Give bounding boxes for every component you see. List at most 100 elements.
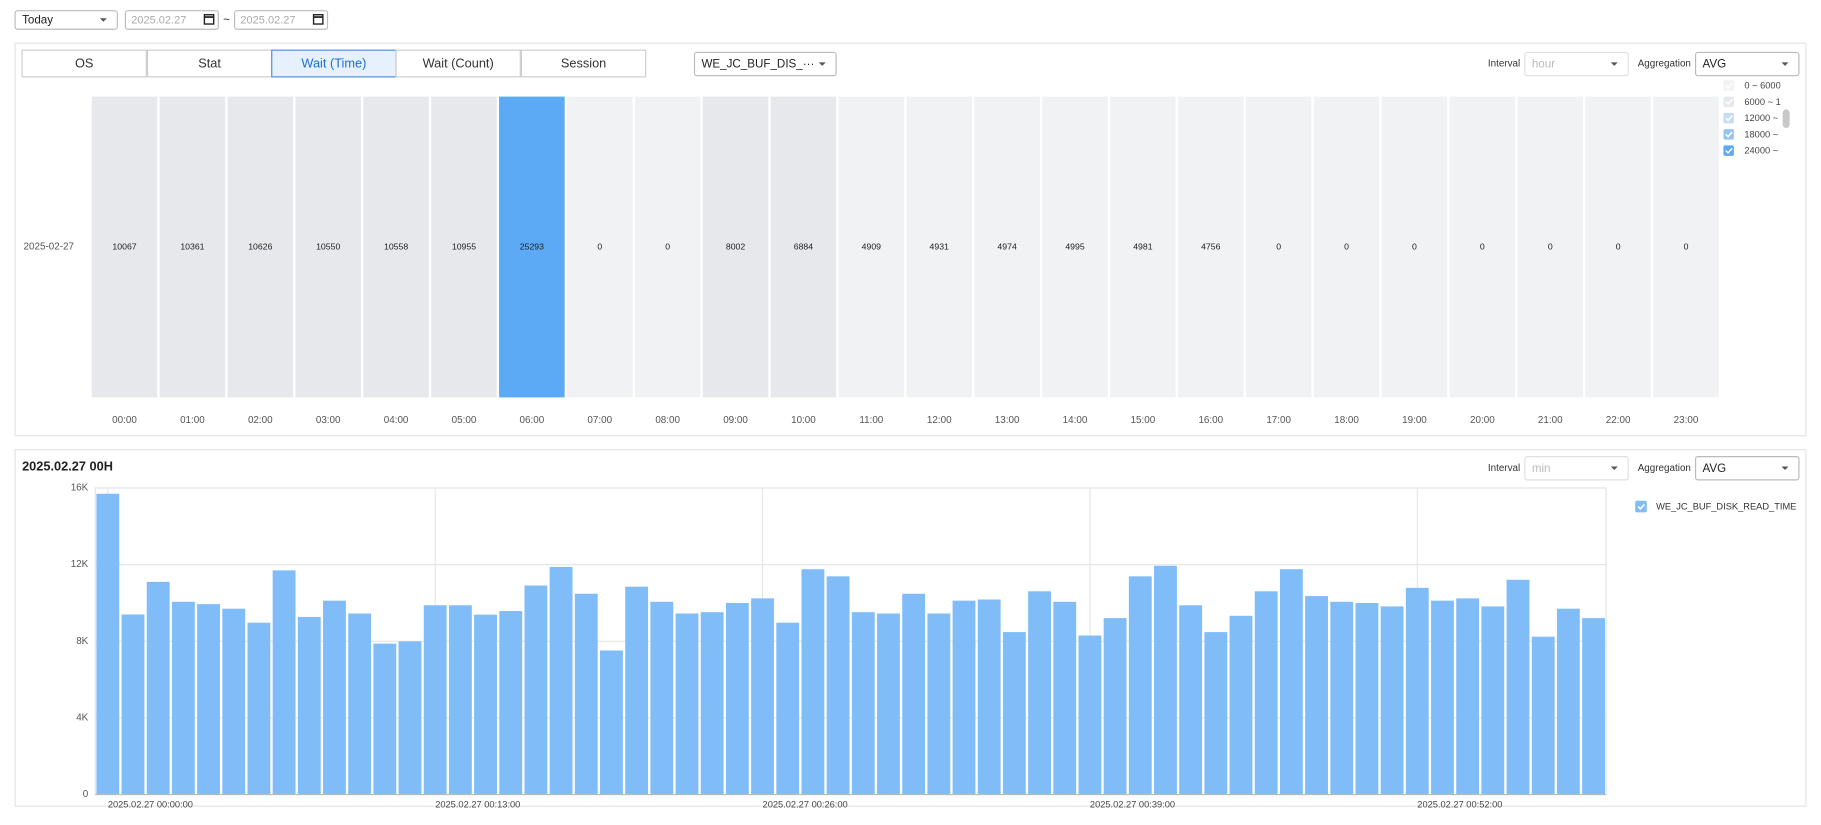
heat-cell[interactable] — [1653, 96, 1719, 398]
bar[interactable] — [1028, 591, 1051, 795]
bar[interactable] — [851, 612, 875, 795]
heat-cell[interactable] — [634, 96, 701, 398]
metric-select[interactable] — [693, 51, 837, 77]
bar[interactable] — [1103, 618, 1127, 795]
bar[interactable] — [1305, 596, 1328, 795]
heat-cell[interactable] — [227, 96, 294, 398]
heat-cell[interactable] — [1449, 96, 1516, 398]
heat-cell[interactable] — [566, 96, 633, 398]
heat-cell[interactable] — [770, 96, 837, 398]
bar[interactable] — [1179, 605, 1203, 795]
heat-cell[interactable] — [838, 96, 905, 398]
tab[interactable] — [395, 49, 521, 78]
heat-cell[interactable] — [159, 96, 226, 398]
bar[interactable] — [877, 613, 900, 795]
bar[interactable] — [197, 604, 220, 795]
heat-cell[interactable] — [1110, 96, 1176, 398]
bar[interactable] — [1481, 606, 1505, 795]
bar[interactable] — [1053, 601, 1077, 795]
bar[interactable] — [952, 600, 976, 795]
tab[interactable] — [271, 49, 397, 78]
legend-checkbox[interactable] — [1723, 112, 1734, 124]
bar[interactable] — [1531, 636, 1555, 795]
bar[interactable] — [1582, 618, 1605, 795]
bar[interactable] — [1279, 569, 1303, 795]
heat-cell[interactable] — [702, 96, 769, 398]
bar[interactable] — [1204, 632, 1228, 795]
legend-checkbox[interactable] — [1723, 96, 1734, 108]
heat-cell[interactable] — [91, 96, 158, 398]
bar[interactable] — [1002, 632, 1026, 795]
bar[interactable] — [1556, 608, 1580, 795]
heat-cell[interactable] — [499, 96, 565, 398]
heat-cell[interactable] — [1177, 96, 1244, 398]
bar[interactable] — [272, 570, 296, 795]
bar[interactable] — [474, 614, 497, 795]
bar[interactable] — [927, 613, 951, 795]
bar[interactable] — [1506, 579, 1530, 795]
bar[interactable] — [222, 608, 246, 795]
tab[interactable] — [146, 49, 273, 78]
date-input[interactable] — [234, 10, 329, 30]
legend-checkbox[interactable] — [1635, 500, 1647, 513]
bar[interactable] — [700, 612, 724, 795]
legend-checkbox[interactable] — [1723, 80, 1734, 91]
bar[interactable] — [499, 611, 523, 795]
bar[interactable] — [574, 593, 598, 795]
bar[interactable] — [801, 569, 825, 795]
bar[interactable] — [725, 602, 749, 795]
bar[interactable] — [1405, 587, 1429, 795]
bar[interactable] — [96, 493, 120, 795]
bar[interactable] — [297, 616, 321, 795]
bar[interactable] — [348, 613, 372, 795]
bar[interactable] — [1330, 601, 1354, 795]
interval-select[interactable] — [1524, 51, 1629, 77]
bar[interactable] — [977, 599, 1001, 795]
bar[interactable] — [675, 613, 699, 795]
legend-scrollbar[interactable] — [1782, 109, 1790, 128]
bar[interactable] — [524, 585, 548, 795]
heat-cell[interactable] — [295, 96, 361, 398]
bar[interactable] — [1078, 635, 1102, 795]
bar[interactable] — [1128, 576, 1152, 795]
date-input[interactable] — [124, 10, 219, 30]
heat-cell[interactable] — [1042, 96, 1108, 398]
period-select[interactable] — [14, 10, 118, 30]
bar[interactable] — [171, 601, 195, 795]
bar[interactable] — [1431, 600, 1454, 795]
aggregation-select[interactable] — [1694, 456, 1800, 481]
heat-cell[interactable] — [363, 96, 429, 398]
bar[interactable] — [146, 581, 170, 795]
heat-cell[interactable] — [906, 96, 973, 398]
bar[interactable] — [1380, 606, 1404, 795]
heat-cell[interactable] — [1585, 96, 1651, 398]
bar[interactable] — [323, 600, 346, 795]
bar[interactable] — [373, 643, 397, 795]
legend-checkbox[interactable] — [1723, 145, 1734, 156]
bar[interactable] — [650, 601, 674, 795]
bar[interactable] — [549, 566, 573, 795]
bar[interactable] — [1456, 598, 1480, 795]
bar[interactable] — [247, 622, 271, 795]
heat-cell[interactable] — [974, 96, 1040, 398]
bar[interactable] — [423, 605, 447, 795]
bar[interactable] — [625, 586, 649, 795]
bar[interactable] — [826, 576, 850, 795]
bar[interactable] — [751, 598, 774, 795]
bar[interactable] — [398, 641, 422, 795]
bar[interactable] — [1229, 615, 1253, 795]
bar[interactable] — [1154, 565, 1177, 795]
bar[interactable] — [448, 605, 472, 795]
heat-cell[interactable] — [1381, 96, 1448, 398]
aggregation-select[interactable] — [1694, 51, 1800, 77]
tab[interactable] — [21, 49, 147, 78]
bar[interactable] — [121, 614, 145, 795]
heat-cell[interactable] — [1517, 96, 1584, 398]
heat-cell[interactable] — [1245, 96, 1312, 398]
interval-select[interactable] — [1524, 456, 1629, 481]
legend-checkbox[interactable] — [1723, 129, 1734, 140]
tab[interactable] — [520, 49, 647, 78]
bar[interactable] — [600, 650, 623, 795]
bar[interactable] — [1254, 591, 1278, 795]
bar[interactable] — [776, 622, 800, 795]
